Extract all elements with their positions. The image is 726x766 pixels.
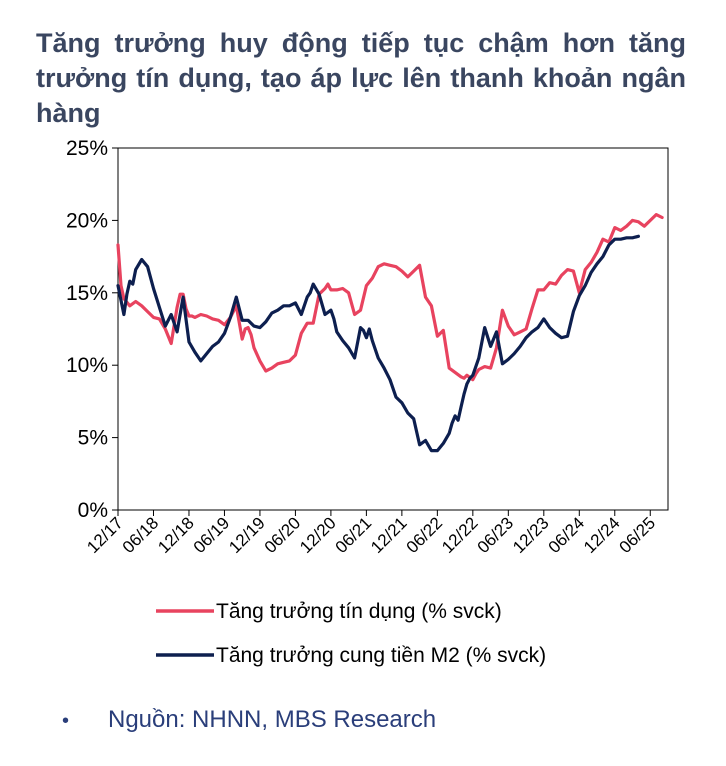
y-tick-label: 5%: [78, 427, 108, 450]
source-bullet: •: [62, 710, 70, 732]
y-tick-label: 15%: [66, 282, 108, 305]
plot-area: [117, 147, 669, 511]
x-tick-label: 06/21: [332, 513, 376, 557]
x-tick-label: 12/21: [367, 513, 411, 557]
x-tick-label: 06/25: [616, 513, 660, 557]
y-tick-label: 0%: [78, 499, 108, 522]
y-tick-label: 20%: [66, 209, 108, 232]
chart-title: Tăng trưởng huy động tiếp tục chậm hơn t…: [36, 28, 686, 128]
x-tick-label: 06/22: [403, 513, 447, 557]
x-tick-label: 06/19: [190, 513, 234, 557]
series-line-credit-growth: [116, 213, 664, 382]
line-chart: 0% 5% 10% 15% 20% 25% 12/1706/1812/1806/1912/…: [66, 137, 669, 667]
x-tick-label: 12/24: [580, 513, 624, 557]
x-tick-label: 06/24: [545, 513, 589, 557]
x-tick-label: 12/19: [225, 513, 269, 557]
x-tick-label: 12/22: [438, 513, 482, 557]
y-axis: 0% 5% 10% 15% 20% 25%: [66, 137, 118, 522]
x-tick-label: 06/18: [119, 513, 163, 557]
legend-label: Tăng trưởng tín dụng (% svck): [216, 600, 502, 623]
x-tick-label: 12/18: [154, 513, 198, 557]
x-tick-label: 12/20: [296, 513, 340, 557]
y-tick-label: 10%: [66, 354, 108, 377]
x-tick-label: 06/20: [261, 513, 305, 557]
x-tick-label: 06/23: [474, 513, 518, 557]
legend: Tăng trưởng tín dụng (% svck) Tăng trưởng…: [156, 600, 546, 667]
plot-border: [117, 147, 669, 511]
source-note: • Nguồn: NHNN, MBS Research: [62, 706, 436, 734]
x-axis: 12/1706/1812/1806/1912/1906/2012/2006/21…: [83, 510, 659, 557]
x-tick-label: 12/23: [509, 513, 553, 557]
y-tick-label: 25%: [66, 137, 108, 160]
series-line-m2-growth: [116, 234, 641, 453]
legend-label: Tăng trưởng cung tiền M2 (% svck): [216, 644, 546, 667]
series-lines: [116, 213, 664, 453]
source-text: Nguồn: NHNN, MBS Research: [108, 706, 437, 733]
